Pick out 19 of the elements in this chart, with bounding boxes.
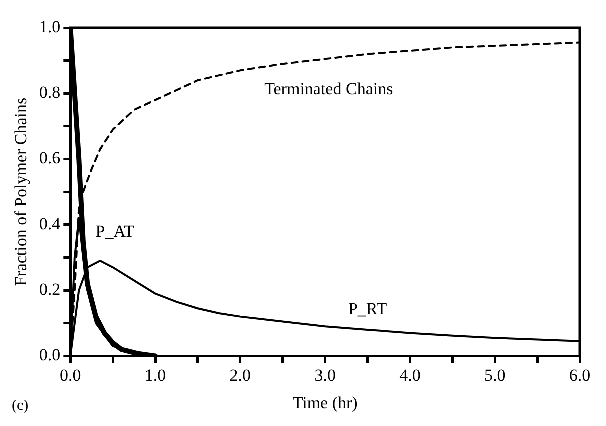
x-axis-title: Time (hr) xyxy=(292,393,358,412)
series-label: Terminated Chains xyxy=(264,80,394,99)
x-tick-label: 0.0 xyxy=(60,366,82,385)
y-tick-label: 0.2 xyxy=(39,280,61,300)
y-axis-title: Fraction of Polymer Chains xyxy=(12,98,31,286)
y-tick-label: 0.8 xyxy=(39,83,61,102)
text: (c) xyxy=(12,398,29,414)
series-label: P_RT xyxy=(348,299,388,318)
x-tick-label: 6.0 xyxy=(569,366,591,385)
x-tick-label: 5.0 xyxy=(484,366,506,385)
series-label: P_AT xyxy=(96,222,136,241)
y-tick-label: 0.0 xyxy=(39,346,61,365)
y-tick-label: 1.0 xyxy=(39,17,61,36)
x-tick-label: 1.0 xyxy=(144,366,166,385)
x-tick-label: 3.0 xyxy=(314,366,336,385)
x-tick-label: 4.0 xyxy=(400,366,421,385)
y-tick-label: 0.4 xyxy=(39,214,62,234)
y-tick-label: 0.6 xyxy=(39,148,61,168)
x-tick-label: 2.0 xyxy=(230,366,252,385)
